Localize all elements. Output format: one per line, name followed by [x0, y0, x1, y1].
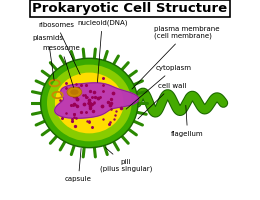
Ellipse shape: [67, 87, 82, 97]
Text: ribosomes: ribosomes: [38, 22, 80, 75]
Ellipse shape: [41, 58, 138, 148]
Text: pili
(pilus singular): pili (pilus singular): [100, 148, 152, 172]
Text: cytoplasm: cytoplasm: [126, 65, 192, 109]
Polygon shape: [55, 83, 139, 118]
Text: mesosome: mesosome: [43, 45, 80, 87]
Text: Prokaryotic Cell Structure: Prokaryotic Cell Structure: [32, 2, 228, 15]
Text: cell wall: cell wall: [138, 83, 186, 119]
Ellipse shape: [70, 89, 79, 95]
Text: flagellum: flagellum: [171, 105, 204, 137]
Ellipse shape: [55, 73, 124, 133]
Text: plasmids: plasmids: [33, 35, 64, 80]
Text: nucleoid(DNA): nucleoid(DNA): [77, 19, 127, 82]
Ellipse shape: [47, 65, 132, 141]
Text: capsule: capsule: [65, 148, 92, 182]
Text: plasma membrane
(cell membrane): plasma membrane (cell membrane): [132, 26, 219, 89]
